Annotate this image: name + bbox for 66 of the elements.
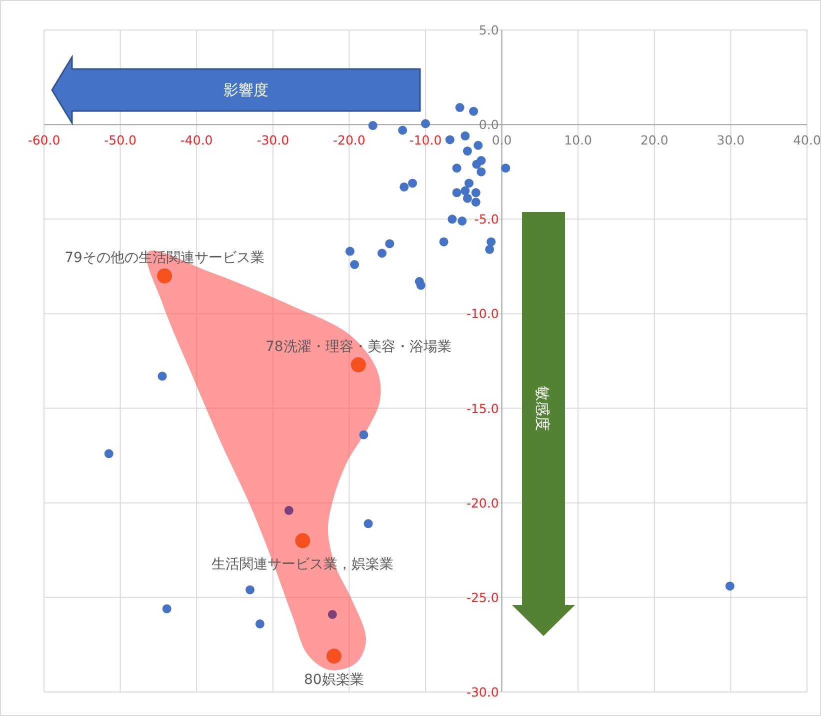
point [486,237,496,246]
point [452,188,462,198]
point [350,260,360,270]
point [104,449,114,458]
point [462,146,472,156]
point [158,372,167,381]
point [462,194,472,203]
point [485,244,494,254]
x-tick-label: -10.0 [409,132,442,148]
point [284,506,294,515]
point [295,533,310,548]
point [452,164,462,173]
point [460,186,470,196]
point [458,216,467,226]
point [246,585,255,594]
annotation: 敏感度 [534,386,552,431]
y-tick-label: -10.0 [466,306,499,322]
point [476,167,486,176]
point [474,140,483,150]
x-tick-label: -50.0 [104,132,137,148]
point [162,604,172,614]
x-tick-label: -40.0 [180,132,213,148]
point [460,131,470,140]
point [725,582,734,591]
point [445,135,454,144]
annotation: 80娯楽業 [304,672,364,688]
point [421,119,430,128]
point [368,121,378,130]
point [328,610,337,619]
point [398,126,408,135]
point [408,178,418,188]
point [157,268,172,284]
point [471,188,480,198]
y-tick-label: -15.0 [466,400,499,416]
point [364,519,373,528]
point [455,103,464,112]
point [345,246,354,256]
annotation: 78洗濯・理容・美容・浴場業 [265,338,452,355]
point [464,178,474,188]
point [385,239,394,248]
x-tick-label: 40.0 [793,132,821,148]
y-tick-label: -30.0 [466,684,499,700]
x-tick-label: 10.0 [564,132,592,148]
point [472,160,482,169]
y-tick-label: 5.0 [478,22,499,38]
point [439,237,448,246]
point [471,198,480,207]
y-tick-label: -5.0 [474,212,499,227]
point [350,357,366,372]
point [326,648,342,664]
point [501,164,510,173]
point [469,106,478,116]
x-tick-label: -30.0 [256,132,290,148]
point [255,619,264,628]
y-tick-label: -25.0 [466,590,499,605]
point [359,430,368,440]
annotation: 影響度 [224,81,268,99]
point [448,214,457,224]
x-tick-label: 20.0 [640,132,668,148]
x-tick-label: -60.0 [28,132,60,148]
y-tick-label: -20.0 [466,495,499,510]
point [378,248,387,258]
point [416,280,426,290]
x-tick-label: 30.0 [716,132,745,148]
x-tick-label: -20.0 [333,132,366,148]
point [400,182,409,192]
